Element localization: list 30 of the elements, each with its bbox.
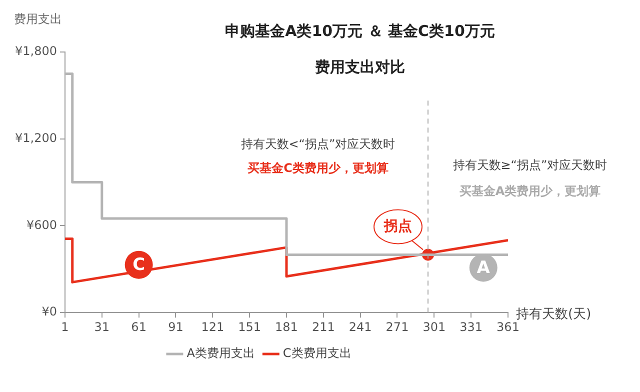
y-tick-label: ¥1,800: [14, 44, 57, 58]
x-tick-label: 61: [131, 320, 146, 334]
annotation: 持有天数<“拐点”对应天数时: [240, 137, 396, 152]
x-tick-label: 181: [275, 320, 298, 334]
x-tick-label: 241: [348, 320, 372, 334]
chart-title: 申购基金A类10万元 ＆ 基金C类10万元: [225, 22, 495, 40]
x-tick-label: 31: [94, 320, 110, 334]
legend-label: A类费用支出: [186, 346, 255, 360]
chart-subtitle: 费用支出对比: [314, 58, 405, 76]
annotation: 买基金A类费用少，更划算: [459, 184, 601, 198]
annotation: 买基金C类费用少，更划算: [248, 161, 388, 176]
x-tick-label: 331: [460, 320, 483, 334]
x-tick-label: 301: [422, 320, 446, 334]
x-tick-label: 271: [386, 320, 409, 334]
legend-label: C类费用支出: [282, 346, 352, 360]
x-tick-label: 361: [496, 320, 520, 334]
x-axis-title: 持有天数(天): [516, 306, 592, 322]
x-tick-label: 91: [168, 320, 184, 334]
x-tick-label: 211: [312, 320, 335, 334]
annotation: 拐点: [383, 218, 412, 234]
y-axis-title: 费用支出: [14, 12, 62, 26]
y-tick-label: ¥600: [26, 218, 57, 232]
y-tick-label: ¥0: [42, 304, 57, 319]
annotation: A: [476, 258, 491, 278]
annotation: 持有天数≥“拐点”对应天数时: [452, 158, 608, 172]
x-tick-label: 121: [201, 320, 224, 334]
y-tick-label: ¥1,200: [14, 130, 57, 145]
x-tick-label: 1: [61, 320, 69, 334]
annotation: C: [132, 255, 146, 276]
x-tick-label: 151: [238, 320, 262, 334]
